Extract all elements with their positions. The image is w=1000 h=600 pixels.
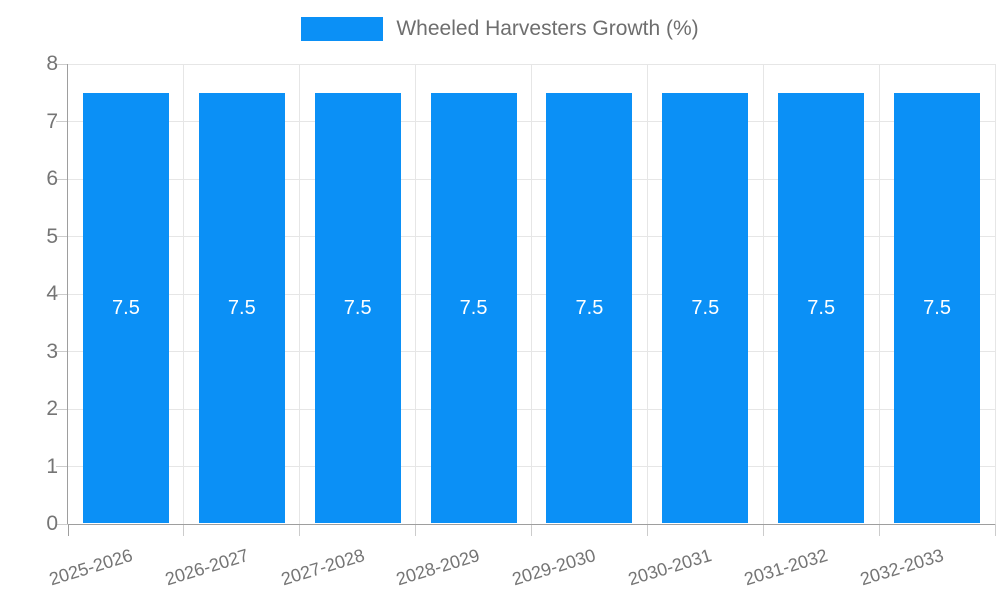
x-axis-tick: [994, 524, 996, 536]
x-axis-tick: [762, 524, 764, 536]
y-axis-tick: [56, 351, 68, 352]
gridline-vertical: [415, 64, 417, 524]
legend-series-label: Wheeled Harvesters Growth (%): [396, 17, 699, 40]
bar-value-label: 7.5: [691, 297, 720, 320]
y-axis-label: 5: [46, 224, 58, 248]
y-axis-tick: [56, 293, 68, 295]
x-axis-tick: [531, 524, 532, 536]
y-axis-tick: [56, 121, 68, 122]
x-axis-label: 2031-2032: [741, 545, 831, 590]
y-axis-label: 2: [46, 397, 58, 420]
gridline-vertical: [994, 64, 996, 524]
x-axis-tick: [415, 524, 417, 536]
x-axis-tick: [878, 524, 880, 536]
x-axis-tick: [646, 524, 648, 536]
y-axis-label: 4: [46, 282, 58, 305]
x-axis-label: 2028-2029: [394, 545, 483, 590]
y-axis-label: 0: [46, 512, 58, 535]
bar-value-label: 7.5: [459, 297, 488, 320]
x-axis-tick: [299, 524, 301, 536]
x-axis-label: 2030-2031: [625, 545, 715, 590]
bar-2026-2027[interactable]: [198, 92, 285, 523]
x-axis-tick: [67, 524, 69, 536]
gridline-vertical: [878, 64, 880, 524]
x-axis-label: 2027-2028: [278, 545, 367, 590]
x-axis-label: 2025-2026: [46, 545, 135, 590]
y-axis-tick: [56, 408, 68, 410]
gridline-vertical: [531, 64, 532, 524]
y-axis-label: 3: [46, 339, 58, 363]
x-axis-tick: [183, 524, 185, 536]
bar-2032-2033[interactable]: [894, 92, 981, 523]
y-axis-tick: [56, 63, 68, 65]
bar-2031-2032[interactable]: [778, 92, 865, 523]
bar-2030-2031[interactable]: [662, 92, 749, 523]
bar-2027-2028[interactable]: [314, 92, 401, 523]
y-axis-label: 8: [46, 52, 58, 75]
gridline-vertical: [762, 64, 764, 524]
y-axis-tick: [56, 466, 68, 467]
y-axis-tick: [56, 178, 68, 180]
gridline-vertical: [646, 64, 648, 524]
chart-legend: Wheeled Harvesters Growth (%): [0, 17, 1000, 41]
bar-2025-2026[interactable]: [82, 92, 169, 523]
bar-value-label: 7.5: [112, 297, 140, 320]
y-axis-label: 1: [46, 454, 58, 478]
y-axis-line: [67, 64, 68, 524]
x-axis-label: 2026-2027: [162, 545, 251, 590]
bar-2029-2030[interactable]: [546, 92, 633, 523]
legend-color-swatch: [301, 17, 384, 41]
bar-value-label: 7.5: [343, 297, 372, 320]
y-axis-label: 6: [46, 167, 58, 190]
y-axis-tick: [56, 523, 68, 525]
y-axis-tick: [56, 236, 68, 237]
bar-value-label: 7.5: [575, 297, 604, 320]
bar-value-label: 7.5: [227, 297, 256, 320]
x-axis-label: 2029-2030: [510, 545, 599, 590]
bar-value-label: 7.5: [923, 297, 951, 320]
x-axis-label: 2032-2033: [857, 545, 946, 590]
bar-2028-2029[interactable]: [430, 92, 517, 523]
y-axis-label: 7: [46, 109, 58, 133]
bar-value-label: 7.5: [807, 297, 836, 320]
x-axis-baseline: [68, 523, 995, 525]
gridline-vertical: [183, 64, 185, 524]
gridline-vertical: [299, 64, 301, 524]
